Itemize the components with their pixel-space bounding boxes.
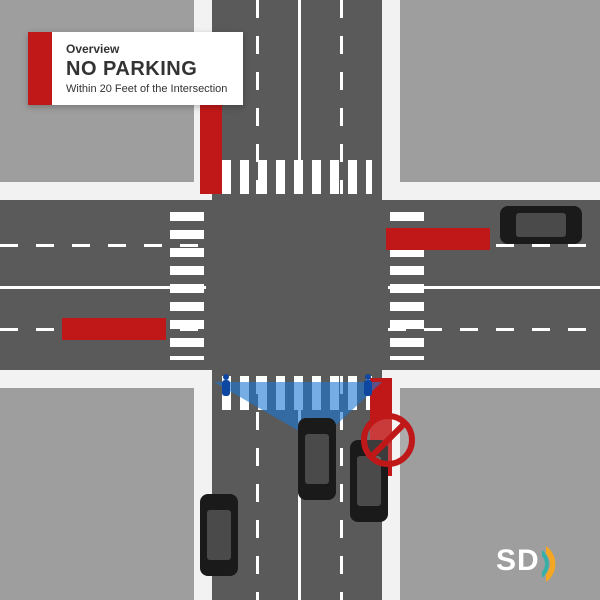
legend-text: Overview NO PARKING Within 20 Feet of th… xyxy=(52,32,243,105)
sd-logo-text: SD xyxy=(496,544,540,578)
legend-overview: Overview xyxy=(66,42,227,56)
legend-subtitle: Within 20 Feet of the Intersection xyxy=(66,83,227,95)
sd-logo: SD xyxy=(492,540,588,593)
legend-title: NO PARKING xyxy=(66,58,227,81)
legend-swatch xyxy=(28,32,52,105)
infographic-scene: Overview NO PARKING Within 20 Feet of th… xyxy=(0,0,600,600)
legend-box: Overview NO PARKING Within 20 Feet of th… xyxy=(28,32,243,105)
